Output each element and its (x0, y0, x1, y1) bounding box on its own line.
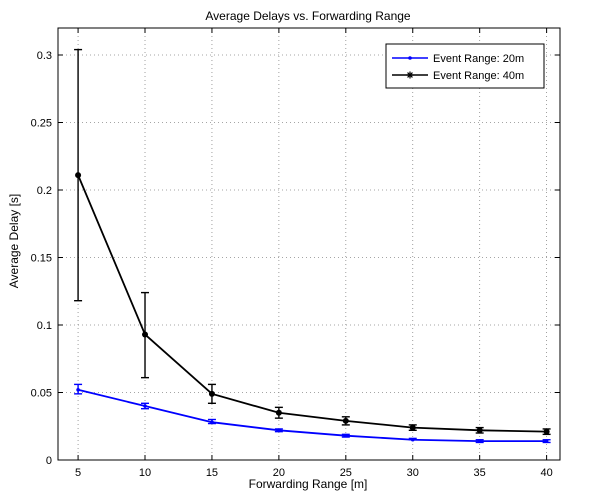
star-marker-stroke (407, 72, 413, 78)
series-1 (74, 383, 551, 444)
y-tick-label: 0.25 (31, 118, 52, 130)
grid (58, 28, 560, 461)
y-tick-label: 0.3 (37, 50, 52, 62)
data-point (409, 424, 416, 431)
dot-marker (408, 56, 412, 60)
y-axis-label: Average Delay [s] (7, 194, 21, 289)
data-point (143, 404, 147, 408)
series (74, 48, 551, 444)
data-point (342, 417, 349, 424)
x-tick-label: 5 (75, 467, 81, 479)
y-tick-label: 0.1 (37, 320, 52, 332)
data-point (75, 172, 82, 179)
x-tick-label: 30 (407, 467, 419, 479)
data-point (344, 433, 348, 438)
x-tick-label: 20 (273, 467, 285, 479)
data-point (543, 428, 550, 435)
series-line (77, 174, 547, 433)
data-point (142, 331, 149, 338)
y-tick-label: 0.05 (31, 388, 52, 400)
data-point (476, 427, 483, 434)
legend-entry: Event Range: 40m (392, 70, 524, 82)
x-axis-label: Forwarding Range [m] (249, 477, 368, 491)
chart-title: Average Delays vs. Forwarding Range (205, 9, 411, 23)
legend-label: Event Range: 20m (433, 53, 524, 65)
data-point (275, 409, 282, 416)
legend-label: Event Range: 40m (433, 70, 524, 82)
series-line (77, 388, 547, 443)
axis-ticks: 5 10 15 20 25 30 35 40 0 0.05 0.1 0.15 0.2 0.25 0.3 (31, 28, 560, 479)
data-point (277, 428, 281, 433)
x-tick-label: 25 (340, 467, 352, 479)
data-point (76, 388, 80, 392)
x-tick-label: 15 (206, 467, 218, 479)
legend-box (385, 43, 545, 89)
data-point (210, 420, 214, 425)
x-tick-label: 10 (139, 467, 151, 479)
legend: Event Range: 20m Event Range: 40m (385, 43, 545, 89)
data-point (477, 439, 482, 443)
plot-area-frame (57, 27, 561, 461)
y-tick-label: 0.15 (31, 253, 52, 265)
data-point (544, 439, 549, 443)
legend-entry: Event Range: 20m (392, 53, 524, 65)
x-tick-label: 35 (474, 467, 486, 479)
series-2 (74, 48, 551, 436)
data-point (208, 390, 215, 397)
y-tick-label: 0.2 (37, 185, 52, 197)
x-tick-label: 40 (540, 467, 552, 479)
data-point (410, 437, 415, 442)
y-tick-label: 0 (46, 455, 52, 467)
